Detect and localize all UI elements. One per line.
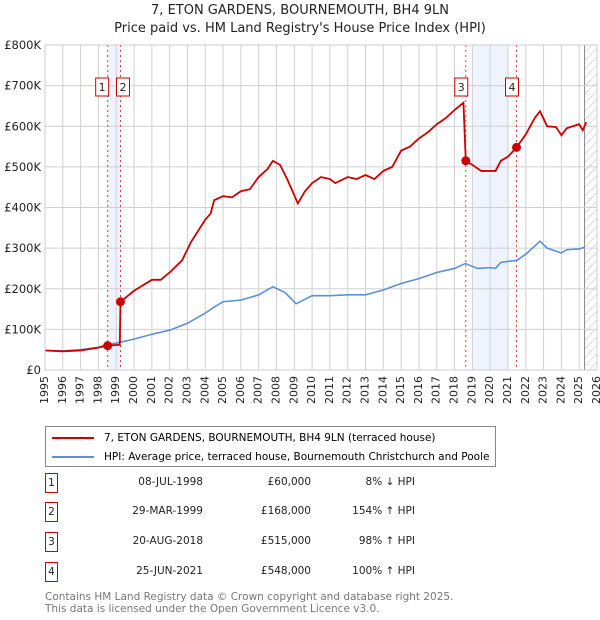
- x-tick-label: 1995: [38, 376, 51, 404]
- transaction-badge: 3: [45, 532, 58, 552]
- sale-badge: 1: [95, 77, 110, 97]
- sale-badge-label: 1: [99, 81, 106, 94]
- x-tick-label: 2015: [394, 376, 407, 404]
- legend-item-hpi: HPI: Average price, terraced house, Bour…: [52, 451, 489, 463]
- y-tick-label: £700K: [4, 79, 41, 93]
- x-tick-label: 2000: [127, 376, 140, 404]
- sale-badge-label: 4: [509, 81, 516, 94]
- x-tick-label: 2017: [430, 376, 443, 404]
- sale-point: [512, 142, 522, 152]
- x-tick-label: 2004: [198, 376, 211, 404]
- x-tick-label: 2010: [305, 376, 318, 404]
- sale-badge-box: [454, 77, 469, 97]
- transaction-date: 20-AUG-2018: [132, 535, 203, 547]
- x-tick-label: 2021: [501, 376, 514, 404]
- sale-point: [115, 297, 125, 307]
- transaction-hpi-change: 8% ↓ HPI: [365, 476, 415, 488]
- x-tick-label: 2019: [465, 376, 478, 404]
- sale-badge-label: 2: [119, 81, 126, 94]
- transaction-badge: 4: [45, 562, 58, 582]
- sale-point: [461, 156, 471, 166]
- x-tick-label: 2006: [234, 376, 247, 404]
- sale-badge-box: [95, 77, 110, 97]
- x-tick-label: 2002: [163, 376, 176, 404]
- y-tick-label: £400K: [4, 201, 41, 215]
- x-tick-label: 2009: [287, 376, 300, 404]
- footer-copyright: Contains HM Land Registry data © Crown c…: [45, 591, 454, 603]
- y-tick-label: £800K: [4, 38, 41, 52]
- x-tick-label: 2023: [537, 376, 550, 404]
- transaction-price: £515,000: [260, 535, 311, 547]
- transaction-hpi-change: 154% ↑ HPI: [352, 505, 415, 517]
- footer: Contains HM Land Registry data © Crown c…: [45, 591, 453, 615]
- x-tick-label: 2016: [412, 376, 425, 404]
- transaction-price: £548,000: [260, 565, 311, 577]
- footer-licence: This data is licensed under the Open Gov…: [45, 603, 380, 615]
- hpi-line: [44, 240, 585, 352]
- x-tick-label: 2003: [180, 376, 193, 404]
- sale-badge-box: [115, 77, 130, 97]
- legend-label-hpi: HPI: Average price, terraced house, Bour…: [104, 451, 490, 463]
- transaction-row: 3 20-AUG-2018 £515,000 98% ↑ HPI: [45, 532, 445, 553]
- plot-border: [44, 44, 598, 371]
- legend-label-price: 7, ETON GARDENS, BOURNEMOUTH, BH4 9LN (t…: [104, 432, 436, 444]
- transaction-price: £168,000: [260, 505, 311, 517]
- x-tick-label: 2012: [341, 376, 354, 404]
- x-tick-label: 2024: [554, 376, 567, 404]
- x-tick-label: 2022: [519, 376, 532, 404]
- x-tick-label: 2020: [483, 376, 496, 404]
- price-line: [44, 100, 588, 353]
- transaction-badge: 2: [45, 502, 58, 522]
- y-tick-label: £600K: [4, 119, 41, 133]
- x-tick-label: 2008: [269, 376, 282, 404]
- x-tick-label: 1998: [91, 376, 104, 404]
- x-tick-label: 2013: [359, 376, 372, 404]
- transaction-badge: 1: [45, 473, 58, 493]
- legend-swatch-price: [52, 437, 94, 439]
- transaction-date: 08-JUL-1998: [138, 476, 203, 488]
- x-tick-label: 2018: [448, 376, 461, 404]
- x-tick-label: 1997: [74, 376, 87, 404]
- y-tick-label: £100K: [4, 322, 41, 336]
- x-tick-label: 2014: [376, 376, 389, 404]
- sale-badge-box: [505, 77, 520, 97]
- sale-badge: 2: [115, 77, 130, 97]
- legend-swatch-hpi: [52, 456, 94, 458]
- x-tick-label: 2001: [145, 376, 158, 404]
- sale-point: [103, 341, 113, 351]
- y-tick-label: £300K: [4, 241, 41, 255]
- transaction-date: 25-JUN-2021: [136, 565, 203, 577]
- legend: 7, ETON GARDENS, BOURNEMOUTH, BH4 9LN (t…: [45, 426, 496, 467]
- y-tick-label: £200K: [4, 282, 41, 296]
- x-tick-label: 2005: [216, 376, 229, 404]
- x-tick-label: 2011: [323, 376, 336, 404]
- sale-badge-label: 3: [458, 81, 465, 94]
- x-tick-label: 2025: [572, 376, 585, 404]
- y-tick-label: £500K: [4, 160, 41, 174]
- x-tick-label: 1999: [109, 376, 122, 404]
- x-tick-label: 2026: [590, 376, 600, 404]
- legend-item-price: 7, ETON GARDENS, BOURNEMOUTH, BH4 9LN (t…: [52, 432, 436, 444]
- chart-subtitle: Price paid vs. HM Land Registry's House …: [114, 21, 486, 36]
- sale-badge: 3: [454, 77, 469, 97]
- x-tick-label: 2007: [252, 376, 265, 404]
- transaction-hpi-change: 100% ↑ HPI: [352, 565, 415, 577]
- transaction-price: £60,000: [267, 476, 311, 488]
- transaction-row: 2 29-MAR-1999 £168,000 154% ↑ HPI: [45, 502, 445, 523]
- sale-badge: 4: [505, 77, 520, 97]
- y-tick-label: £0: [26, 363, 41, 377]
- transaction-date: 29-MAR-1999: [132, 505, 203, 517]
- transaction-row: 1 08-JUL-1998 £60,000 8% ↓ HPI: [45, 473, 445, 494]
- chart-plot: 1995 1996 1997 1998 1999 2000 2001 2002 2003 2004…: [4, 38, 600, 404]
- transaction-row: 4 25-JUN-2021 £548,000 100% ↑ HPI: [45, 562, 445, 583]
- chart-title: 7, ETON GARDENS, BOURNEMOUTH, BH4 9LN: [151, 3, 449, 18]
- transaction-hpi-change: 98% ↑ HPI: [358, 535, 415, 547]
- x-tick-label: 1996: [56, 376, 69, 404]
